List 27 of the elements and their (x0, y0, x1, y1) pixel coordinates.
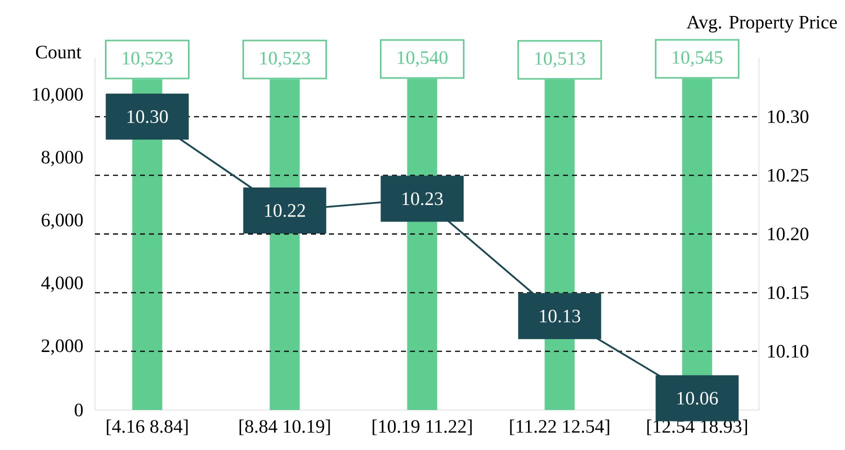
y2-tick-label: 10.15 (768, 286, 808, 300)
data-label: 10.23 (402, 192, 443, 206)
y-tick-label: 8,000 (42, 150, 83, 166)
x-tick-label: [8.84 10.19] (240, 420, 330, 436)
data-label: 10,523 (260, 52, 310, 68)
y-tick-label: 0 (74, 404, 83, 416)
data-label: 10.06 (678, 392, 718, 405)
y-axis-title: Count (36, 46, 82, 58)
data-label: 10.22 (265, 204, 305, 217)
y2-tick-label: 10.25 (768, 168, 808, 182)
y2-axis-title: Avg. Property Price (686, 16, 837, 32)
y2-tick-label: 10.10 (768, 344, 808, 358)
y-tick-label: 4,000 (41, 276, 83, 292)
y2-tick-label: 10.20 (768, 228, 808, 240)
data-label: 10,540 (398, 51, 448, 67)
x-tick-label: [10.19 11.22] (372, 420, 472, 436)
data-label: 10,545 (672, 51, 722, 67)
x-tick-label: [4.16 8.84] (106, 420, 188, 436)
data-label: 10,523 (122, 52, 173, 68)
data-label: 10.30 (128, 110, 168, 124)
y-tick-label: 10,000 (33, 88, 83, 104)
y2-tick-label: 10.30 (768, 110, 808, 124)
y-tick-label: 6,000 (42, 214, 83, 230)
data-label: 10,513 (535, 52, 585, 68)
y-tick-label: 2,000 (42, 339, 83, 355)
x-tick-label: [11.22 12.54] (510, 420, 610, 436)
data-label: 10.13 (540, 310, 580, 323)
